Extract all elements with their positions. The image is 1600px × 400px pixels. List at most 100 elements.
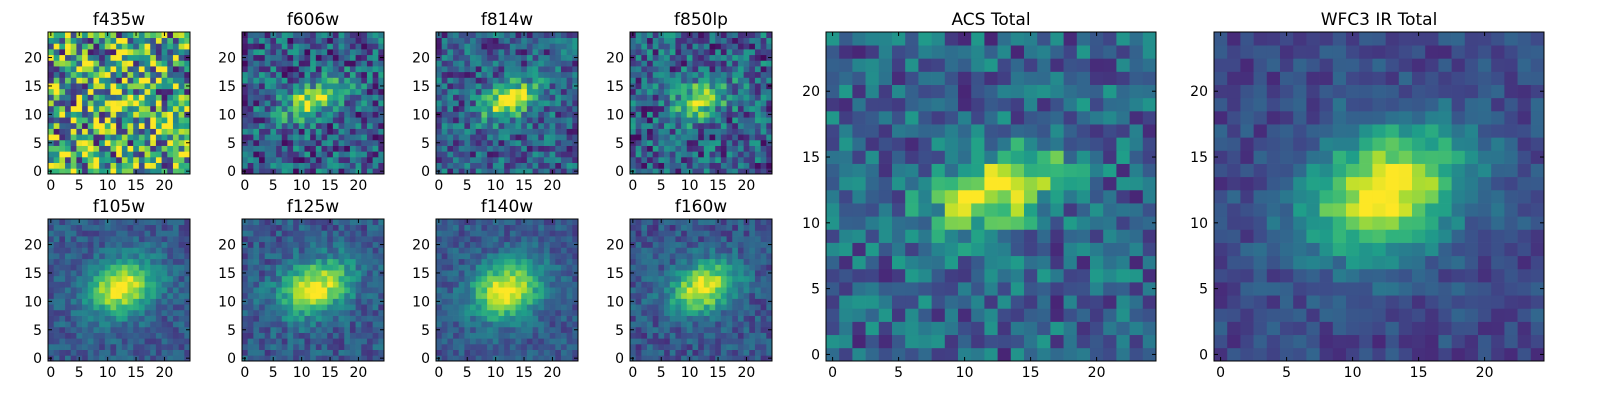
heatmap-cell — [743, 60, 750, 67]
heatmap-cell — [59, 298, 66, 305]
heatmap-cell — [766, 281, 773, 288]
heatmap-cell — [566, 168, 573, 175]
heatmap-cell — [304, 270, 311, 277]
heatmap-cell — [178, 128, 185, 135]
heatmap-cell — [372, 139, 379, 146]
heatmap-cell — [167, 326, 174, 333]
heatmap-cell — [760, 168, 767, 175]
heatmap-cell — [521, 236, 528, 243]
heatmap-cell — [133, 66, 140, 73]
heatmap-cell — [749, 349, 756, 356]
heatmap-cell — [338, 247, 345, 254]
heatmap-cell — [447, 224, 454, 231]
heatmap-cell — [441, 343, 448, 350]
heatmap-cell — [304, 247, 311, 254]
heatmap-cell — [87, 219, 94, 226]
heatmap-cell — [293, 219, 300, 226]
heatmap-cell — [509, 349, 516, 356]
heatmap-cell — [315, 111, 322, 118]
heatmap-cell — [298, 304, 305, 311]
heatmap-cell — [652, 94, 659, 101]
heatmap-cell — [133, 315, 140, 322]
heatmap-cell — [76, 83, 83, 90]
panel-title: f606w — [287, 10, 339, 30]
heatmap-cell — [304, 66, 311, 73]
heatmap-cell — [133, 321, 140, 328]
heatmap-cell — [521, 145, 528, 152]
heatmap-cell — [144, 94, 151, 101]
heatmap-cell — [743, 94, 750, 101]
heatmap-cell — [760, 338, 767, 345]
heatmap-cell — [161, 145, 168, 152]
heatmap-cell — [543, 37, 550, 44]
heatmap-cell — [372, 219, 379, 226]
heatmap-cell — [104, 241, 111, 248]
heatmap-cell — [686, 343, 693, 350]
heatmap-cell — [504, 281, 511, 288]
heatmap-cell — [133, 105, 140, 112]
heatmap-cell — [441, 54, 448, 61]
y-tick-label: 20 — [606, 51, 624, 67]
heatmap-cell — [304, 326, 311, 333]
heatmap-cell — [703, 315, 710, 322]
heatmap-cell — [481, 338, 488, 345]
heatmap-cell — [298, 60, 305, 67]
heatmap-cell — [681, 287, 688, 294]
heatmap-cell — [349, 134, 356, 141]
heatmap-cell — [355, 275, 362, 282]
heatmap-cell — [681, 162, 688, 169]
heatmap-cell — [184, 343, 191, 350]
heatmap-cell — [566, 128, 573, 135]
heatmap-cell — [82, 338, 89, 345]
heatmap-cell — [760, 145, 767, 152]
heatmap-cell — [658, 54, 665, 61]
heatmap-cell — [492, 71, 499, 78]
heatmap-cell — [99, 224, 106, 231]
heatmap-cell — [378, 128, 385, 135]
heatmap-cell — [372, 224, 379, 231]
heatmap-cell — [737, 315, 744, 322]
heatmap-cell — [436, 94, 443, 101]
heatmap-cell — [121, 139, 128, 146]
heatmap-cell — [287, 117, 294, 124]
heatmap-cell — [259, 298, 266, 305]
heatmap-cell — [150, 88, 157, 95]
heatmap-cell — [470, 156, 477, 163]
heatmap-cell — [543, 168, 550, 175]
heatmap-cell — [441, 326, 448, 333]
heatmap-cell — [349, 100, 356, 107]
heatmap-cell — [692, 355, 699, 362]
heatmap-cell — [310, 151, 317, 158]
heatmap-cell — [361, 315, 368, 322]
heatmap-cell — [703, 66, 710, 73]
heatmap-cell — [298, 326, 305, 333]
heatmap-cell — [276, 304, 283, 311]
heatmap-cell — [532, 292, 539, 299]
heatmap-cell — [538, 49, 545, 56]
heatmap-cell — [116, 37, 123, 44]
heatmap-cell — [264, 326, 271, 333]
heatmap-cell — [293, 66, 300, 73]
heatmap-cell — [259, 83, 266, 90]
heatmap-cell — [99, 219, 106, 226]
heatmap-cell — [133, 292, 140, 299]
heatmap-cell — [338, 83, 345, 90]
heatmap-cell — [441, 241, 448, 248]
heatmap-cell — [247, 270, 254, 277]
heatmap-cell — [161, 247, 168, 254]
heatmap-cell — [110, 60, 117, 67]
heatmap-cell — [487, 230, 494, 237]
heatmap-cell — [447, 83, 454, 90]
heatmap-cell — [686, 349, 693, 356]
heatmap-cell — [116, 83, 123, 90]
heatmap-cell — [509, 94, 516, 101]
heatmap-cell — [366, 247, 373, 254]
heatmap-cell — [264, 236, 271, 243]
heatmap-cell — [287, 139, 294, 146]
heatmap-cell — [652, 326, 659, 333]
heatmap-cell — [720, 151, 727, 158]
heatmap-cell — [498, 236, 505, 243]
heatmap-cell — [560, 100, 567, 107]
heatmap-cell — [321, 321, 328, 328]
heatmap-cell — [87, 43, 94, 50]
